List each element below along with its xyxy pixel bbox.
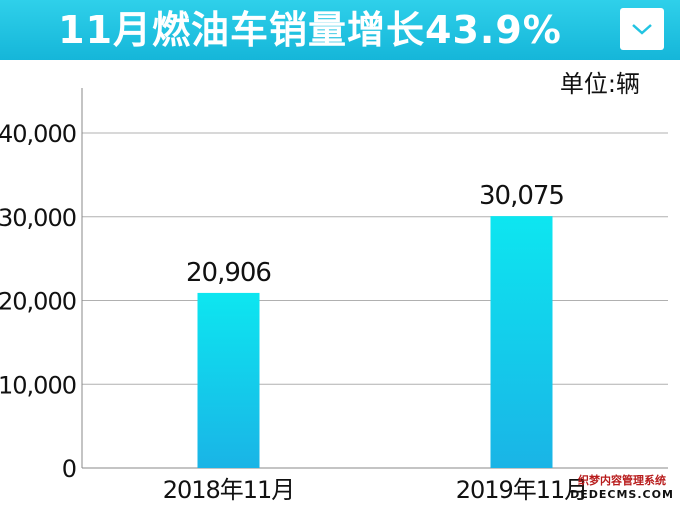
title-banner: 11月燃油车销量增长43.9%	[0, 0, 680, 60]
value-label: 30,075	[479, 181, 564, 211]
y-tick-label: 40,000	[0, 120, 76, 148]
unit-label: 单位:辆	[559, 70, 640, 98]
watermark-line2: DEDECMS.COM	[570, 488, 674, 501]
y-tick-label: 0	[62, 455, 76, 483]
y-tick-label: 20,000	[0, 288, 76, 316]
value-label: 20,906	[186, 258, 271, 288]
dropdown-button[interactable]	[620, 8, 664, 50]
x-tick-label: 2019年11月	[456, 476, 588, 504]
bar	[197, 292, 260, 468]
chevron-down-icon	[632, 24, 652, 35]
watermark: 织梦内容管理系统 DEDECMS.COM	[568, 474, 676, 502]
y-tick-label: 10,000	[0, 371, 76, 399]
y-tick-label: 30,000	[0, 204, 76, 232]
chart-title: 11月燃油车销量增长43.9%	[58, 8, 562, 52]
watermark-line1: 织梦内容管理系统	[578, 474, 666, 487]
bar	[490, 216, 553, 468]
x-tick-label: 2018年11月	[163, 476, 295, 504]
